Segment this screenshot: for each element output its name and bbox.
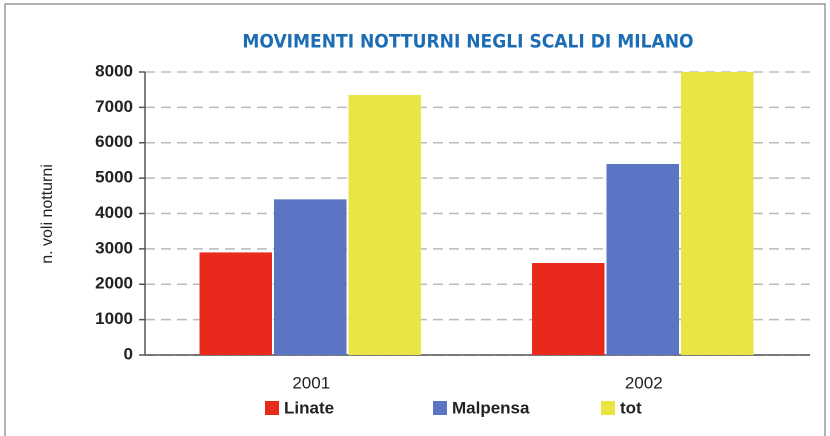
y-tick-label: 2000 xyxy=(95,274,133,293)
chart-title: MOVIMENTI NOTTURNI NEGLI SCALI DI MILANO xyxy=(242,31,693,53)
bar xyxy=(532,263,605,355)
y-tick-label: 5000 xyxy=(95,168,133,187)
y-tick-label: 4000 xyxy=(95,203,133,222)
bar xyxy=(199,252,273,355)
bar xyxy=(274,199,347,355)
y-tick-label: 6000 xyxy=(95,132,133,151)
legend-label: Malpensa xyxy=(452,398,530,417)
legend-swatch xyxy=(433,401,447,415)
legend-label: Linate xyxy=(284,398,334,417)
y-tick-label: 8000 xyxy=(95,61,133,80)
bar xyxy=(606,163,679,355)
x-tick-label: 2002 xyxy=(625,373,663,392)
y-tick-label: 3000 xyxy=(95,238,133,257)
legend-swatch xyxy=(265,401,279,415)
bar xyxy=(680,72,754,355)
y-axis-label: n. voli notturni xyxy=(39,164,56,264)
y-tick-label: 7000 xyxy=(95,97,133,116)
y-tick-label: 1000 xyxy=(95,309,133,328)
legend-label: tot xyxy=(620,398,642,417)
x-tick-label: 2001 xyxy=(292,373,330,392)
y-tick-label: 0 xyxy=(124,344,133,363)
bar xyxy=(348,94,421,356)
legend-swatch xyxy=(601,401,615,415)
